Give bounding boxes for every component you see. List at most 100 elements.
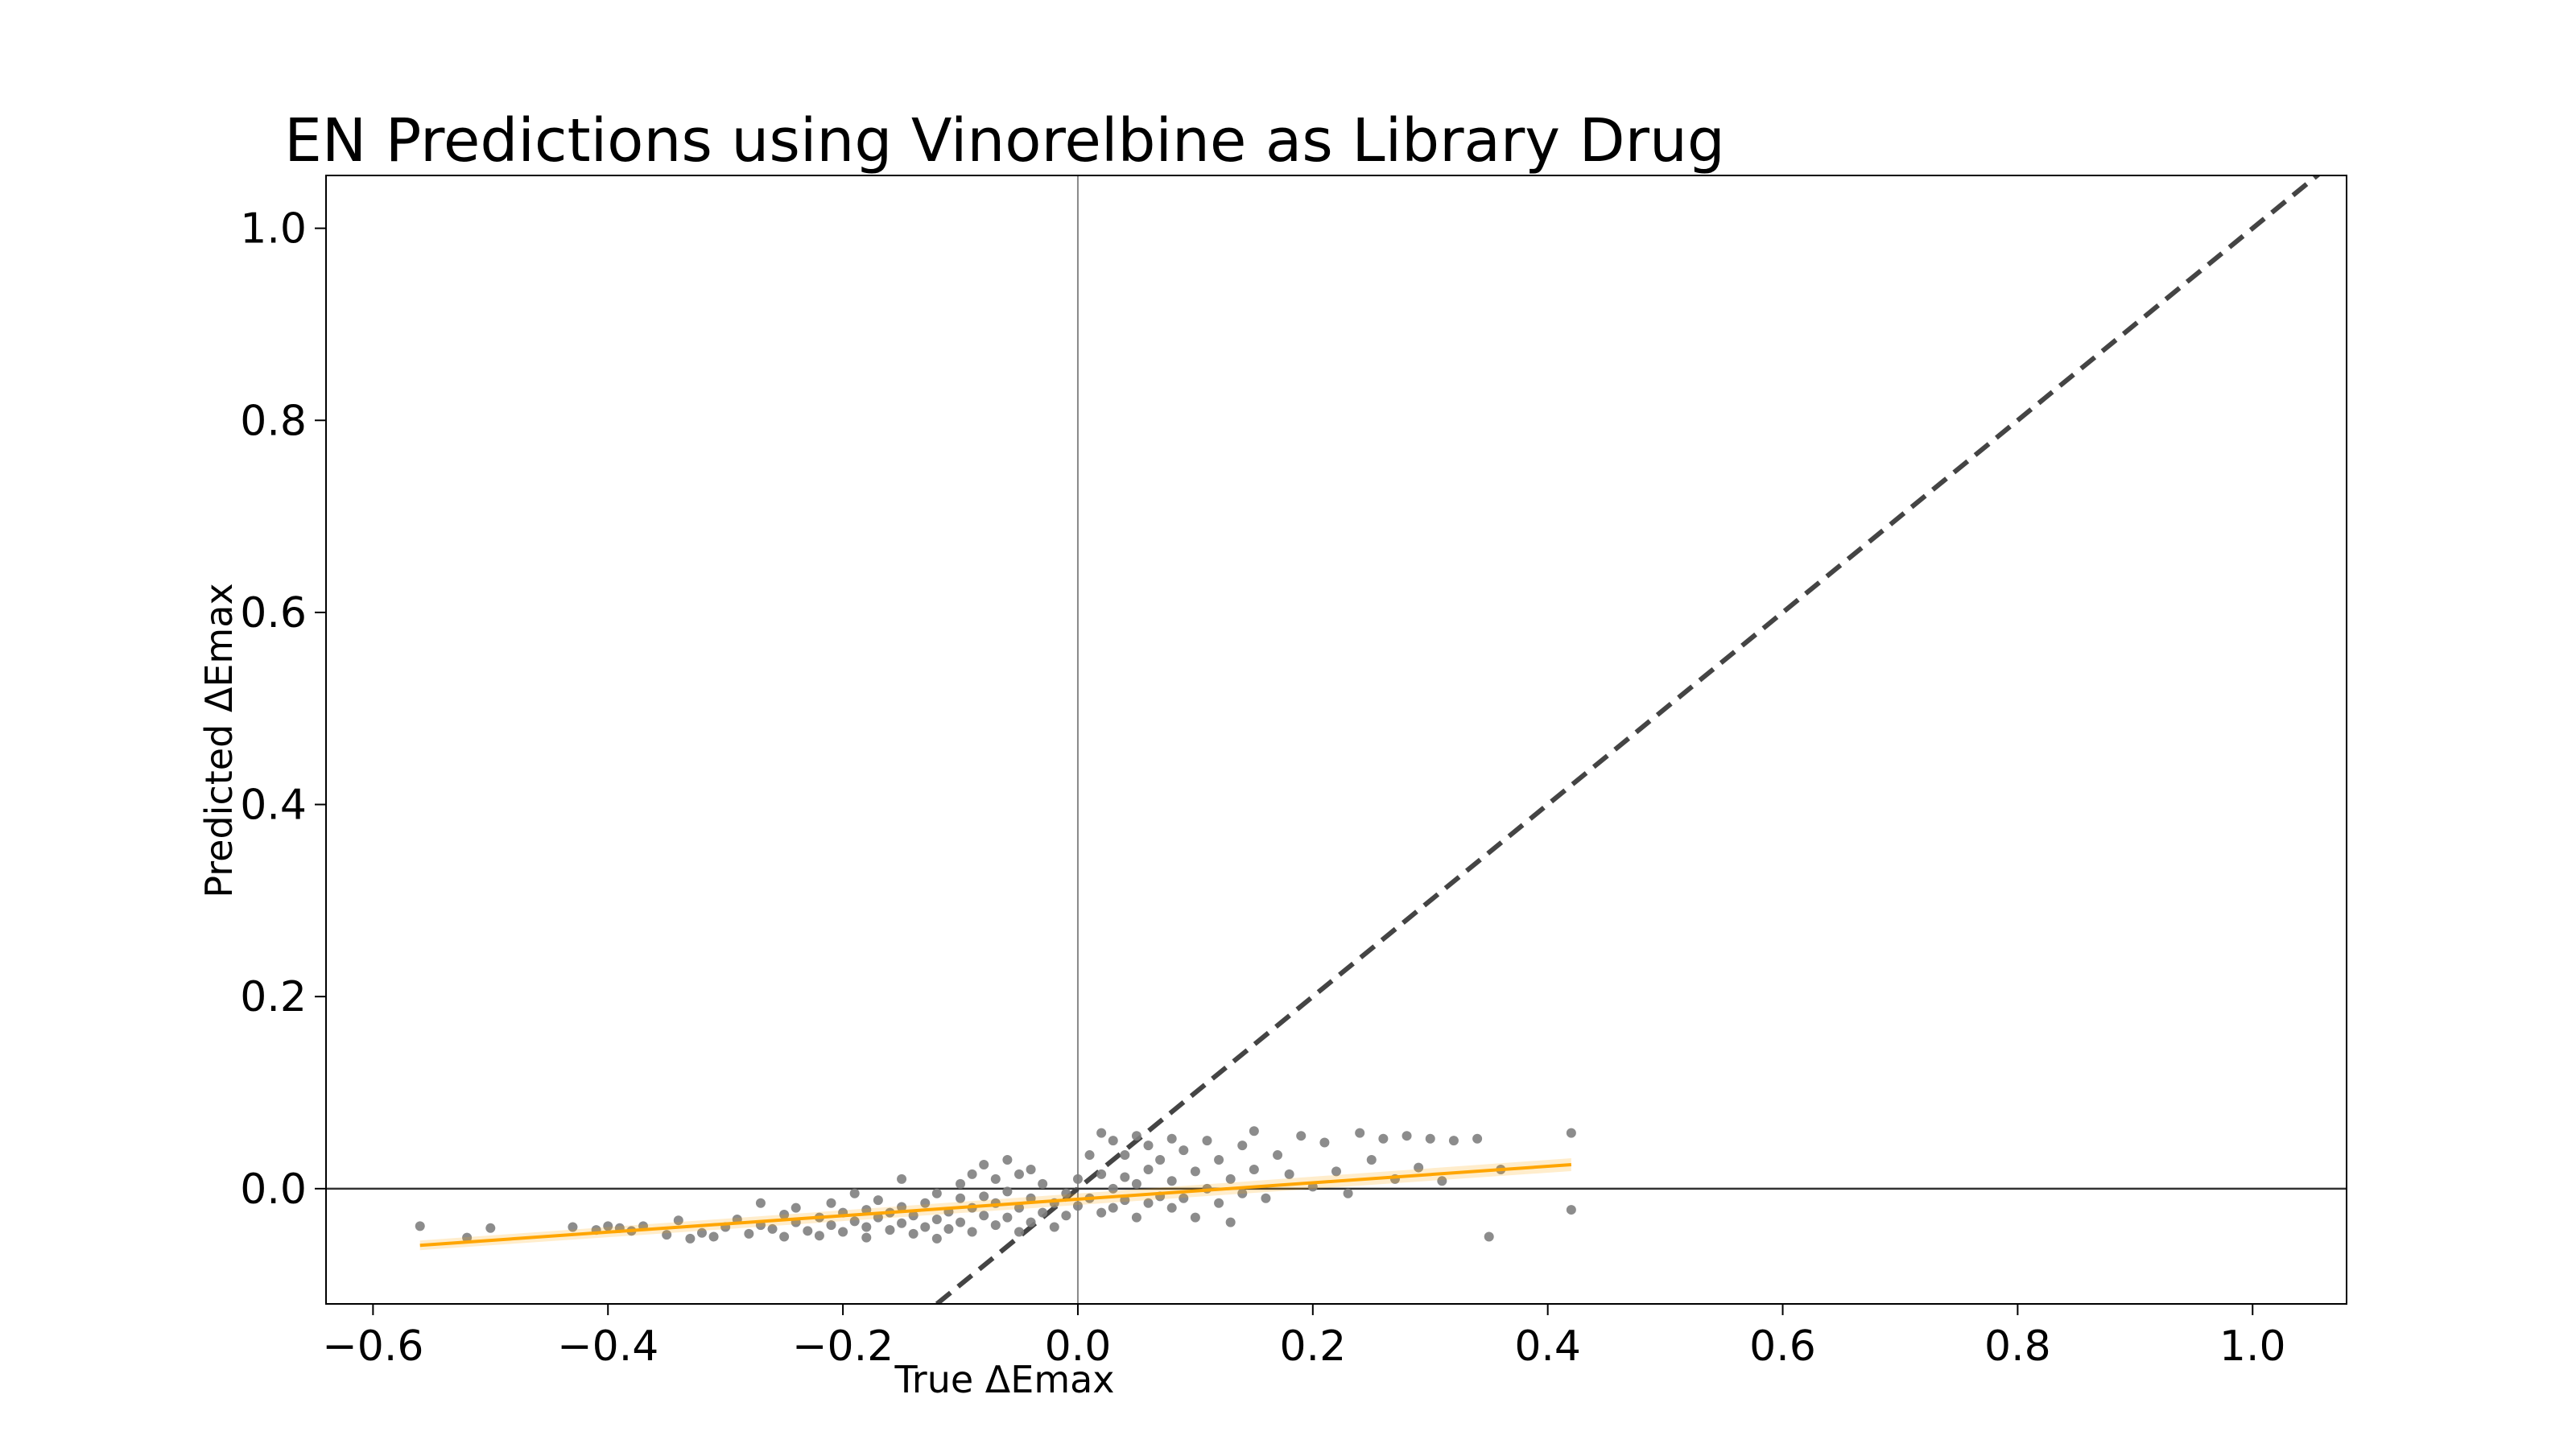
data-point: [696, 1227, 707, 1238]
data-point: [1072, 1174, 1083, 1184]
data-point: [1038, 1207, 1048, 1218]
data-point: [1120, 1195, 1130, 1206]
data-point: [861, 1222, 872, 1232]
data-point: [1143, 1164, 1154, 1174]
x-tick-label: 1.0: [2219, 1322, 2286, 1371]
data-point: [1143, 1141, 1154, 1151]
data-point: [897, 1174, 907, 1184]
data-point: [1190, 1166, 1200, 1177]
data-point: [885, 1225, 895, 1235]
data-point: [1237, 1141, 1248, 1151]
data-point: [1378, 1133, 1389, 1144]
data-point: [603, 1221, 613, 1231]
data-point: [1013, 1202, 1024, 1213]
data-point: [779, 1210, 790, 1220]
y-tick-label: 1.0: [240, 205, 307, 254]
data-point: [1179, 1145, 1189, 1156]
data-point: [838, 1227, 848, 1237]
data-point: [849, 1216, 860, 1227]
data-point: [967, 1227, 977, 1237]
data-point: [908, 1228, 919, 1239]
data-point: [1448, 1136, 1459, 1146]
data-point: [1249, 1164, 1259, 1174]
data-point: [849, 1188, 860, 1198]
regression-line: [419, 1162, 1572, 1248]
data-point: [1202, 1136, 1212, 1146]
chart-title: EN Predictions using Vinorelbine as Libr…: [284, 106, 1725, 175]
data-point: [920, 1222, 931, 1232]
data-point: [1131, 1131, 1141, 1141]
data-point: [873, 1212, 883, 1223]
data-point: [1414, 1162, 1424, 1173]
data-point: [1096, 1169, 1107, 1179]
data-point: [861, 1232, 872, 1243]
data-point: [1284, 1169, 1294, 1179]
data-point: [1296, 1131, 1307, 1141]
data-point: [1013, 1169, 1024, 1179]
data-point: [956, 1217, 966, 1227]
y-tick-label: 0.8: [240, 397, 307, 445]
data-point: [1225, 1174, 1236, 1184]
data-point: [1249, 1126, 1259, 1136]
data-point: [685, 1233, 696, 1244]
data-point: [1331, 1166, 1341, 1177]
data-point: [1402, 1131, 1412, 1141]
data-point: [1061, 1211, 1071, 1221]
data-point: [1013, 1227, 1024, 1237]
plot-content: [326, 175, 2347, 1304]
data-point: [1049, 1222, 1059, 1232]
data-point: [662, 1230, 672, 1240]
x-tick-label: 0.2: [1279, 1322, 1346, 1371]
data-point: [1026, 1217, 1036, 1227]
data-point: [1425, 1133, 1435, 1144]
data-point: [1096, 1128, 1107, 1138]
data-point: [1120, 1172, 1130, 1182]
y-tick-label: 0.6: [240, 589, 307, 637]
data-point: [897, 1218, 907, 1228]
data-point: [1155, 1155, 1166, 1165]
data-point: [1472, 1133, 1483, 1144]
x-tick-label: 0.6: [1749, 1322, 1816, 1371]
data-point: [1437, 1176, 1447, 1186]
data-point: [931, 1188, 942, 1198]
data-point: [485, 1223, 496, 1233]
plot-frame: [325, 175, 2347, 1305]
data-point: [1002, 1155, 1013, 1165]
data-point: [943, 1223, 954, 1234]
plot-area: −0.6 −0.4 −0.2 0.0 0.2 0.4 0.6 0.8 1.0 0.0 0.2 0.4 0…: [240, 175, 2347, 1371]
data-point: [1084, 1150, 1095, 1161]
data-point: [1166, 1176, 1177, 1186]
data-point: [1166, 1202, 1177, 1213]
data-point: [1108, 1202, 1118, 1213]
data-point: [767, 1223, 778, 1234]
data-point: [814, 1231, 824, 1241]
data-point: [1343, 1188, 1353, 1198]
data-points: [415, 1126, 1576, 1244]
x-tick-label: 0.4: [1514, 1322, 1581, 1371]
data-point: [990, 1174, 1001, 1184]
data-point: [462, 1232, 473, 1243]
data-point: [1484, 1231, 1494, 1242]
data-point: [803, 1226, 813, 1236]
data-point: [1026, 1193, 1036, 1203]
x-tick-label: −0.6: [322, 1322, 423, 1371]
data-point: [1131, 1178, 1141, 1189]
x-tick-label: 0.0: [1045, 1322, 1112, 1371]
y-tick-label: 0.0: [240, 1165, 307, 1214]
data-point: [931, 1233, 942, 1244]
data-point: [1108, 1136, 1118, 1146]
data-point: [979, 1191, 989, 1202]
data-point: [779, 1231, 790, 1242]
data-point: [1190, 1212, 1200, 1223]
data-point: [1214, 1155, 1224, 1165]
x-tick-label: 0.8: [1984, 1322, 2051, 1371]
data-point: [979, 1159, 989, 1169]
data-point: [1355, 1128, 1365, 1138]
data-point: [1225, 1217, 1236, 1227]
data-point: [1072, 1201, 1083, 1211]
data-point: [956, 1193, 966, 1203]
data-point: [1108, 1183, 1118, 1194]
data-point: [1038, 1178, 1048, 1189]
